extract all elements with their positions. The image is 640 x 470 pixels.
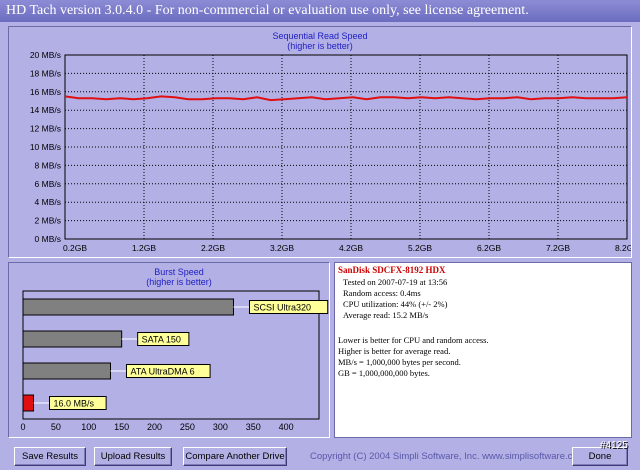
seq-x-tick-label: 1.2GB [132, 243, 156, 253]
sequential-read-chart: Sequential Read Speed (higher is better)… [30, 31, 640, 253]
seq-x-tick-label: 7.2GB [546, 243, 570, 253]
seq-x-tick-label: 8.2GB [615, 243, 631, 253]
svg-text:SATA 150: SATA 150 [142, 335, 181, 345]
drive-name: SanDisk SDCFX-8192 HDX [338, 265, 446, 275]
burst-bar [22, 330, 123, 348]
seq-x-tick-label: 5.2GB [408, 243, 432, 253]
seq-y-tick-label: 6 MB/s [35, 179, 61, 189]
sequential-read-panel: Sequential Read Speed (higher is better)… [8, 26, 640, 258]
note-lower-better: Lower is better for CPU and random acces… [338, 335, 489, 345]
burst-x-tick-label: 200 [147, 422, 162, 432]
seq-y-tick-label: 2 MB/s [35, 216, 61, 226]
compare-another-drive-button[interactable]: Compare Another Drive [183, 447, 287, 466]
svg-text:ATA UltraDMA 6: ATA UltraDMA 6 [130, 367, 194, 377]
note-mbs-definition: MB/s = 1,000,000 bytes per second. [338, 357, 461, 367]
seq-y-tick-label: 12 MB/s [30, 124, 61, 134]
seq-y-tick-label: 4 MB/s [35, 197, 61, 207]
seq-x-tick-label: 4.2GB [339, 243, 363, 253]
seq-y-tick-label: 16 MB/s [30, 87, 61, 97]
note-higher-better: Higher is better for average read. [338, 346, 451, 356]
seq-x-tick-label: 6.2GB [477, 243, 501, 253]
burst-bar-label: 16.0 MB/s [49, 396, 107, 410]
seq-y-tick-label: 18 MB/s [30, 68, 61, 78]
seq-y-tick-label: 20 MB/s [30, 50, 61, 60]
window-title: HD Tach version 3.0.4.0 - For non-commer… [0, 0, 640, 22]
burst-x-tick-label: 300 [213, 422, 228, 432]
burst-x-tick-label: 400 [279, 422, 294, 432]
burst-x-tick-label: 100 [81, 422, 96, 432]
burst-bar-label: ATA UltraDMA 6 [125, 364, 211, 378]
save-results-button[interactable]: Save Results [14, 447, 86, 466]
upload-results-button[interactable]: Upload Results [94, 447, 172, 466]
note-gb-definition: GB = 1,000,000,000 bytes. [338, 368, 430, 378]
burst-bar [22, 298, 234, 316]
seq-y-tick-label: 8 MB/s [35, 160, 61, 170]
burst-x-tick-label: 50 [51, 422, 61, 432]
seq-y-tick-label: 14 MB/s [30, 105, 61, 115]
corner-tag: #4125 [600, 440, 628, 451]
burst-bar [22, 362, 111, 380]
seq-x-tick-label: 0.2GB [63, 243, 87, 253]
burst-x-tick-label: 250 [180, 422, 195, 432]
seq-x-tick-label: 2.2GB [201, 243, 225, 253]
results-info-panel: SanDisk SDCFX-8192 HDX Tested on 2007-07… [334, 262, 632, 438]
tested-on-text: Tested on 2007-07-19 at 13:56 [343, 277, 448, 287]
done-button[interactable]: Done [572, 447, 628, 466]
seq-chart-title: Sequential Read Speed [272, 31, 367, 41]
burst-bar-label: SATA 150 [137, 332, 190, 346]
seq-series-line [64, 95, 628, 102]
copyright-text: Copyright (C) 2004 Simpli Software, Inc.… [310, 451, 586, 462]
seq-y-tick-label: 10 MB/s [30, 142, 61, 152]
cpu-utilization-text: CPU utilization: 44% (+/- 2%) [343, 299, 448, 309]
burst-speed-panel: Burst Speed (higher is better) SCSI Ultr… [8, 262, 330, 438]
burst-x-tick-label: 0 [20, 422, 25, 432]
burst-chart-title: Burst Speed [154, 267, 204, 277]
average-read-text: Average read: 15.2 MB/s [343, 310, 429, 320]
burst-x-tick-label: 350 [246, 422, 261, 432]
svg-text:16.0 MB/s: 16.0 MB/s [54, 399, 95, 409]
seq-y-tick-label: 0 MB/s [35, 234, 61, 244]
burst-plot-frame [22, 290, 320, 420]
burst-bar-label: SCSI Ultra320 [248, 300, 329, 314]
burst-chart-subtitle: (higher is better) [146, 277, 212, 287]
random-access-text: Random access: 0.4ms [343, 288, 421, 298]
seq-x-tick-label: 3.2GB [270, 243, 294, 253]
svg-text:SCSI Ultra320: SCSI Ultra320 [253, 303, 311, 313]
burst-speed-chart: Burst Speed (higher is better) SCSI Ultr… [20, 267, 329, 432]
burst-x-tick-label: 150 [114, 422, 129, 432]
seq-chart-subtitle: (higher is better) [287, 41, 353, 51]
burst-bar [22, 394, 35, 412]
